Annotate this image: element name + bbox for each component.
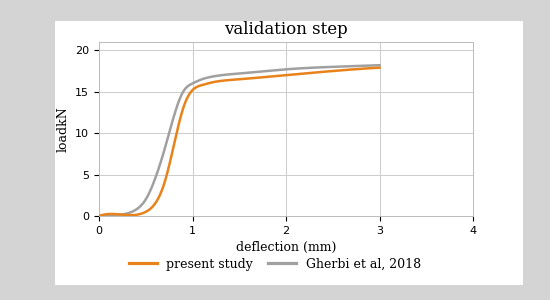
- Title: validation step: validation step: [224, 21, 348, 38]
- Legend: present study, Gherbi et al, 2018: present study, Gherbi et al, 2018: [124, 253, 426, 276]
- X-axis label: deflection (mm): deflection (mm): [236, 241, 336, 254]
- Y-axis label: loadkN: loadkN: [57, 106, 70, 152]
